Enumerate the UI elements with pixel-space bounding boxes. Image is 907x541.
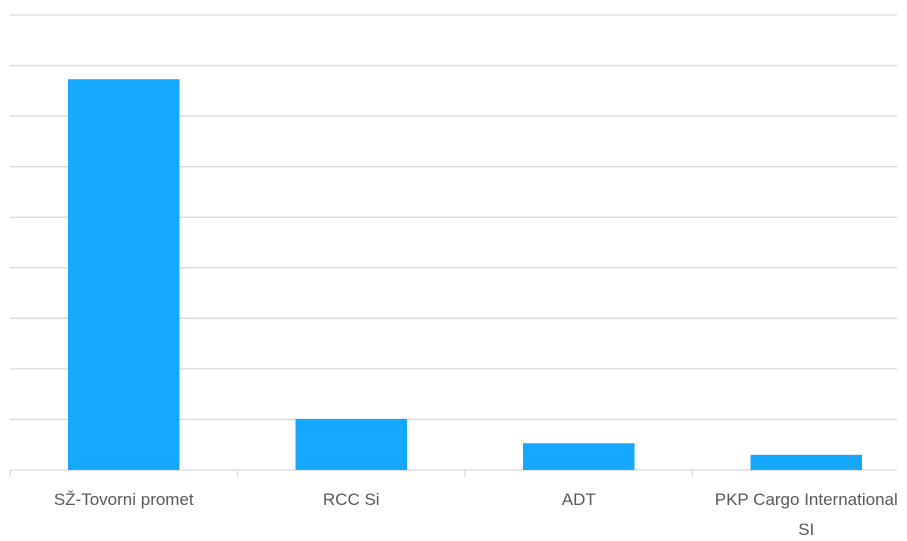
x-tick-label: SŽ-Tovorni promet — [53, 490, 194, 509]
x-tick-label: ADT — [561, 490, 596, 509]
bar — [523, 443, 635, 470]
x-tick-label: PKP Cargo International SI — [714, 490, 898, 539]
bar — [68, 79, 180, 470]
bar — [750, 454, 862, 470]
bar — [295, 418, 407, 470]
x-tick-label: RCC Si — [322, 490, 380, 509]
